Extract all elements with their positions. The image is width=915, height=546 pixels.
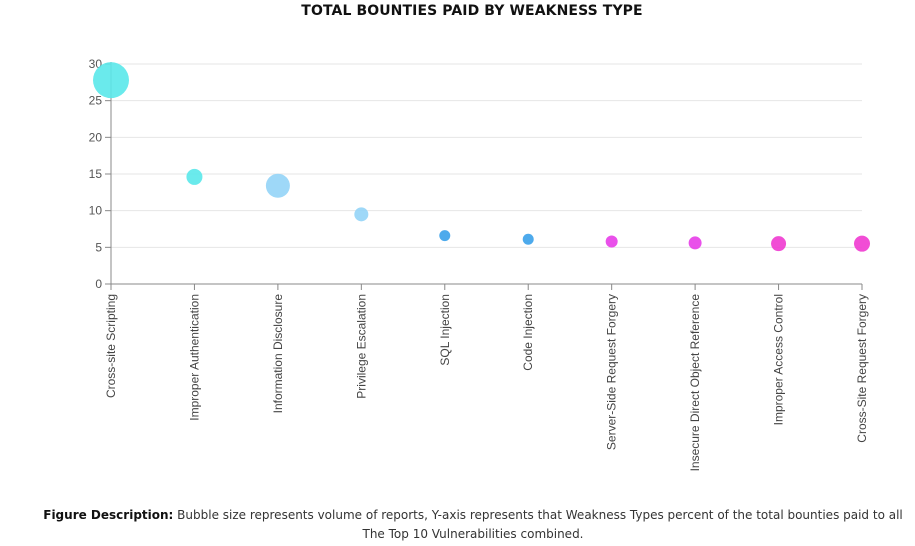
- bubble[interactable]: [522, 233, 534, 245]
- bubble[interactable]: [854, 235, 870, 252]
- bubble[interactable]: [265, 173, 290, 198]
- x-category-label: Improper Authentication: [187, 294, 201, 421]
- bubble[interactable]: [688, 236, 702, 250]
- chart-title: TOTAL BOUNTIES PAID BY WEAKNESS TYPE: [301, 3, 643, 19]
- y-tick-label-0: 0: [95, 277, 102, 291]
- grid-lines: [111, 63, 862, 248]
- bubble[interactable]: [439, 230, 451, 242]
- bubble[interactable]: [605, 235, 618, 248]
- y-tick-label-15: 15: [89, 167, 103, 181]
- x-category-label: Cross-site Scripting: [104, 294, 118, 398]
- bubble[interactable]: [354, 207, 369, 222]
- axes: [105, 62, 863, 290]
- y-tick-label-20: 20: [89, 130, 103, 144]
- bubble[interactable]: [93, 62, 129, 99]
- x-category-label: SQL Injection: [438, 294, 452, 366]
- figure-description: Figure Description: Bubble size represen…: [40, 506, 906, 544]
- y-tick-label-10: 10: [89, 204, 103, 218]
- bubbles: [93, 62, 870, 252]
- x-category-labels: Cross-site Scripting Improper Authenticat…: [104, 294, 869, 472]
- x-category-label: Insecure Direct Object Reference: [688, 294, 702, 472]
- x-category-label: Improper Access Control: [772, 294, 786, 425]
- x-category-label: Cross-Site Request Forgery: [855, 294, 869, 443]
- x-category-label: Server-Side Request Forgery: [605, 294, 619, 450]
- x-category-label: Information Disclosure: [271, 294, 285, 414]
- x-category-label: Privilege Escalation: [354, 294, 368, 399]
- figure-description-label: Figure Description:: [43, 508, 174, 522]
- y-tick-label-25: 25: [89, 94, 103, 108]
- y-tick-label-5: 5: [95, 240, 102, 254]
- bubble[interactable]: [771, 236, 787, 252]
- figure-description-text: Bubble size represents volume of reports…: [173, 508, 903, 541]
- x-category-label: Code Injection: [521, 294, 535, 371]
- bubble[interactable]: [186, 168, 203, 185]
